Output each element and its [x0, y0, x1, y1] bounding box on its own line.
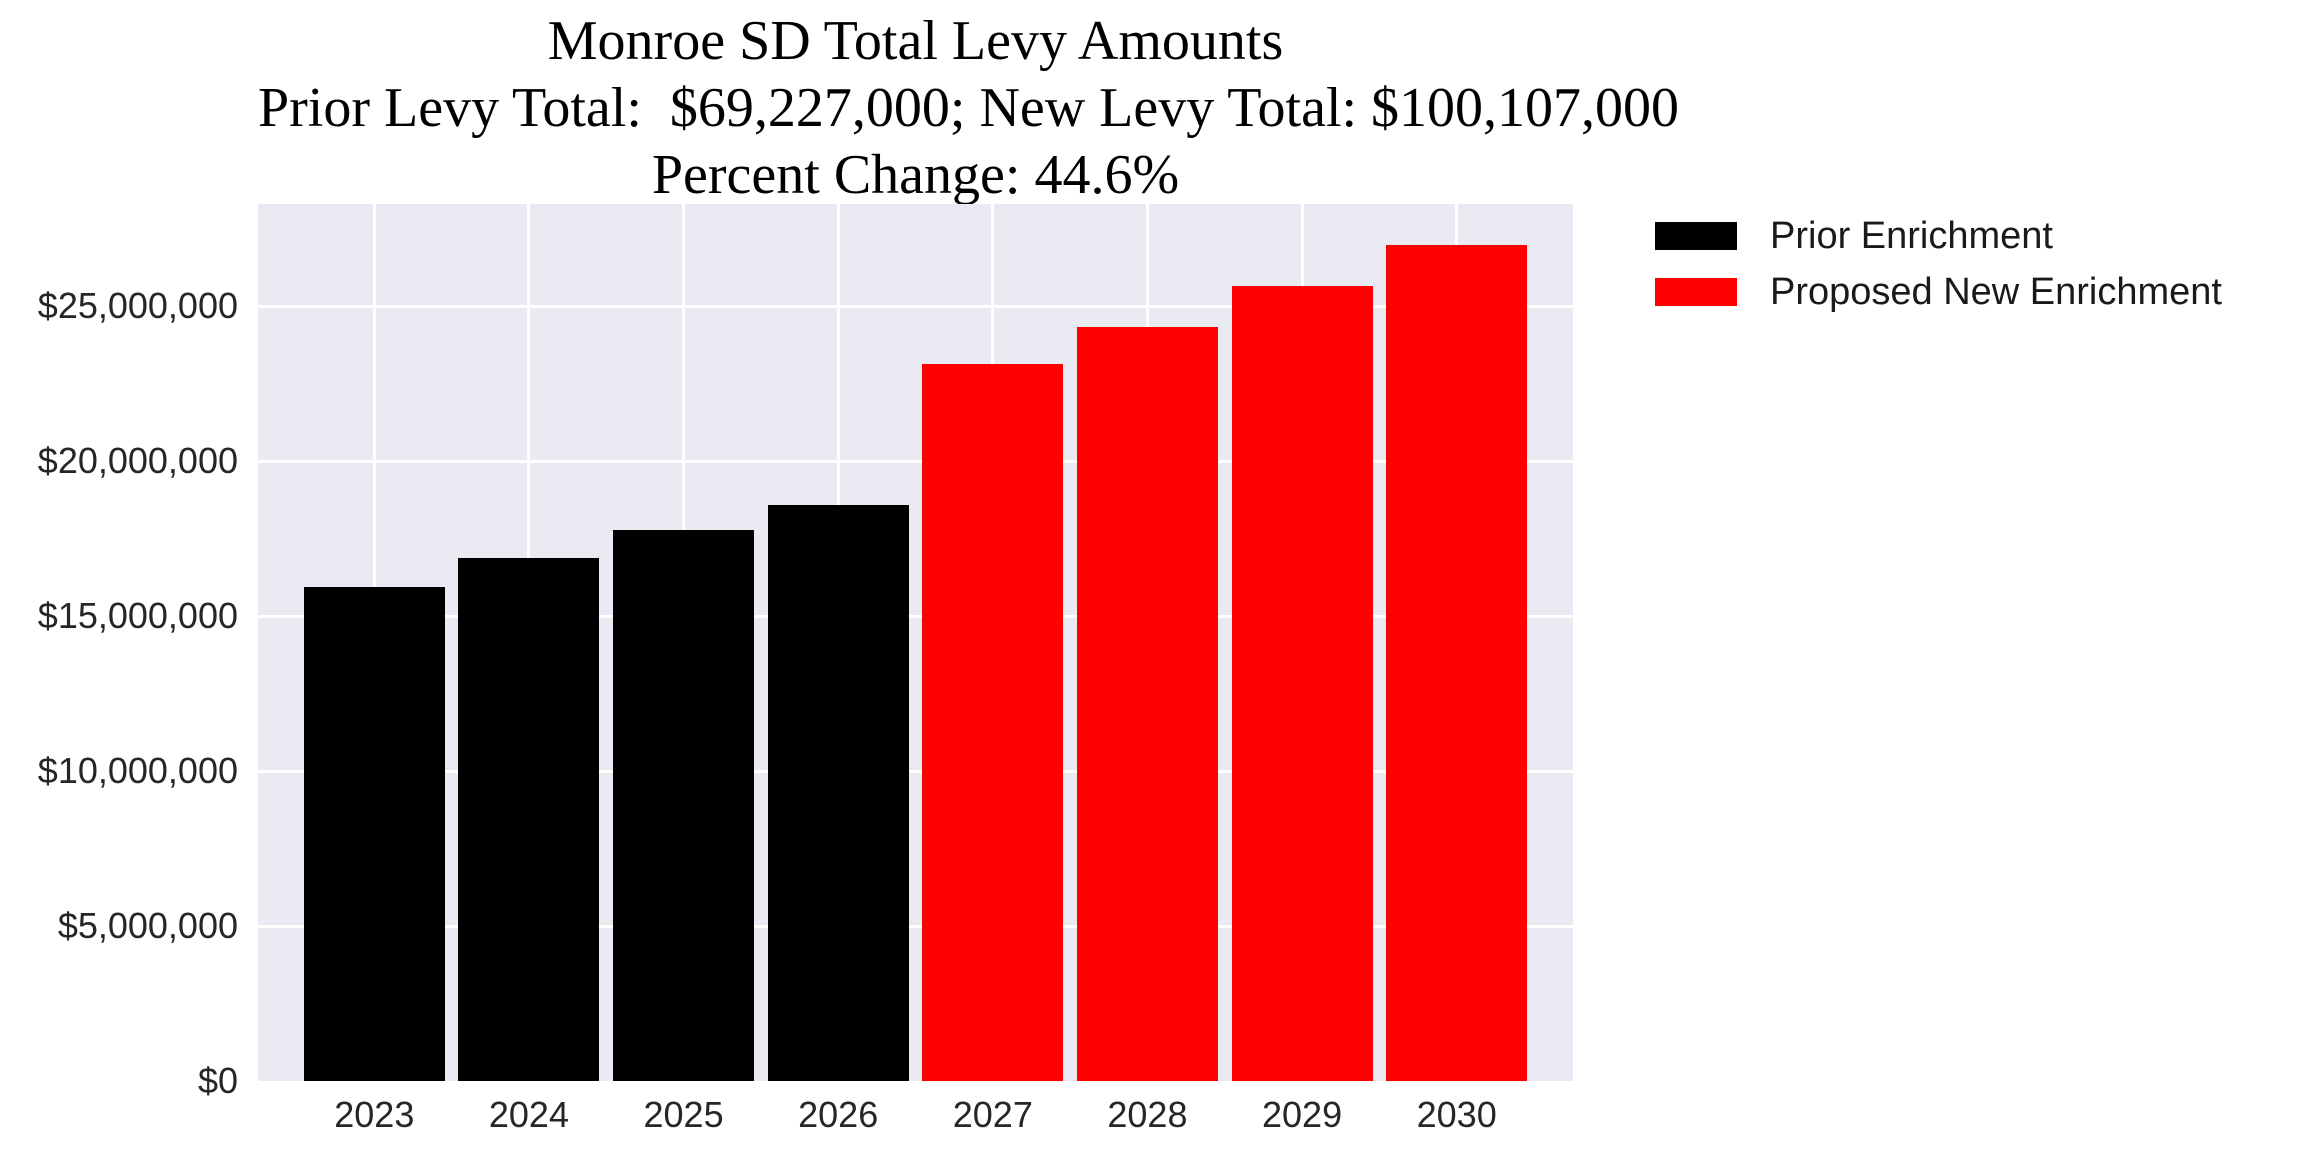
gridline-horizontal [258, 614, 1573, 618]
chart-subtitle-percent: Percent Change: 44.6% [651, 144, 1180, 206]
bar-slot-2030 [1379, 204, 1534, 1081]
chart-legend: Prior Enrichment Proposed New Enrichment [1655, 215, 2222, 334]
chart-title: Monroe SD Total Levy Amounts [547, 10, 1284, 72]
bar-2025 [613, 529, 755, 1081]
gridline-horizontal [258, 304, 1573, 308]
bar-2028 [1076, 327, 1218, 1081]
legend-label: Prior Enrichment [1770, 214, 2053, 257]
gridline-horizontal [258, 924, 1573, 928]
bar-2024 [458, 557, 600, 1081]
x-tick-label-2030: 2030 [1416, 1094, 1497, 1135]
bar-2029 [1231, 285, 1373, 1081]
bar-slot-2024 [452, 204, 607, 1081]
x-tick-label-2028: 2028 [1107, 1094, 1188, 1135]
chart-title-block: Monroe SD Total Levy Amounts Prior Levy … [258, 8, 1680, 209]
levy-bar-chart-plot-area [258, 204, 1573, 1081]
y-tick-label: $20,000,000 [37, 440, 238, 482]
bar-slot-2029 [1225, 204, 1380, 1081]
bar-2023 [303, 586, 445, 1081]
chart-subtitle-totals: Prior Levy Total: $69,227,000; New Levy … [258, 77, 1680, 139]
legend-label: Proposed New Enrichment [1770, 270, 2222, 313]
gridline-horizontal [258, 769, 1573, 773]
bar-slot-2026 [761, 204, 916, 1081]
x-tick-label-2025: 2025 [643, 1094, 724, 1135]
x-tick-label-2026: 2026 [798, 1094, 879, 1135]
bar-layer [258, 204, 1573, 1081]
x-tick-label-2023: 2023 [334, 1094, 415, 1135]
y-tick-label: $15,000,000 [37, 595, 238, 637]
legend-swatch-icon [1655, 278, 1737, 306]
x-tick-label-2027: 2027 [952, 1094, 1033, 1135]
x-tick-label-2024: 2024 [488, 1094, 569, 1135]
bar-2026 [767, 504, 909, 1081]
legend-row: Proposed New Enrichment [1655, 271, 2222, 313]
legend-swatch-icon [1655, 222, 1737, 250]
y-tick-label: $5,000,000 [57, 905, 238, 947]
bar-slot-2025 [606, 204, 761, 1081]
legend-row: Prior Enrichment [1655, 215, 2222, 257]
bar-slot-2023 [297, 204, 452, 1081]
y-tick-label: $0 [197, 1060, 238, 1101]
y-tick-label: $25,000,000 [37, 285, 238, 327]
gridline-horizontal [258, 459, 1573, 463]
y-tick-label: $10,000,000 [37, 750, 238, 792]
bar-2027 [922, 363, 1064, 1081]
bar-slot-2028 [1070, 204, 1225, 1081]
x-tick-label-2029: 2029 [1262, 1094, 1343, 1135]
bar-2030 [1386, 245, 1528, 1081]
bar-slot-2027 [916, 204, 1071, 1081]
